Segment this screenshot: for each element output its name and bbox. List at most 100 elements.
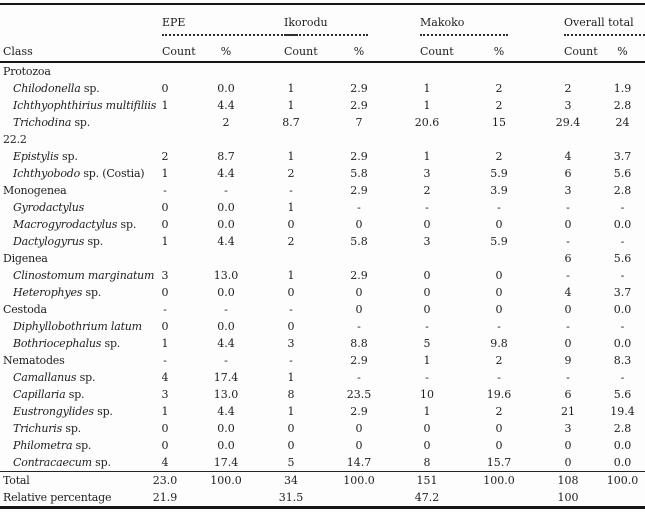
data-cell: [196, 62, 256, 80]
data-cell: 3.7: [613, 150, 632, 163]
data-cell: 2: [161, 150, 169, 163]
data-cell: 20.6: [414, 116, 440, 129]
data-cell: 0: [161, 201, 169, 214]
row-label-italic: Trichodina: [13, 116, 72, 129]
row-label-italic: Eustrongylides: [13, 405, 94, 418]
row-label-roman: 22.2: [3, 133, 27, 146]
data-cell: 21: [561, 405, 576, 418]
row-label-italic: Diphyllobothrium latum: [13, 320, 142, 333]
row-label: Ichthyobodo sp. (Costia): [0, 165, 145, 182]
dotted-line: [420, 34, 509, 36]
data-cell: [462, 131, 536, 148]
data-cell: -: [357, 320, 361, 333]
dotted-separator-row: [0, 29, 645, 41]
data-cell: -: [224, 303, 228, 316]
data-cell: 19.6: [486, 388, 512, 401]
data-cell: 8.8: [350, 337, 368, 350]
class-column-header: Class: [0, 41, 134, 63]
data-cell: 23.0: [134, 471, 196, 489]
data-cell: 3: [161, 269, 169, 282]
data-cell: [600, 131, 645, 148]
group-header-overall-total: Overall total: [564, 16, 634, 29]
data-cell: -: [620, 371, 625, 384]
table-row: Trichuris sp. 0 0.0 0 0 0 0 3 2.8: [0, 420, 645, 437]
data-cell: 0: [495, 286, 503, 299]
table-row: Dactylogyrus sp. 1 4.4 2 5.8 3 5.9 - -: [0, 233, 645, 250]
data-cell: 2.8: [613, 99, 632, 112]
data-cell: 0: [287, 422, 295, 435]
data-cell: 9.8: [490, 337, 508, 350]
row-label: Total: [0, 471, 134, 489]
data-cell: 1: [161, 167, 169, 180]
data-cell: 0: [495, 218, 503, 231]
parasite-table: EPE Ikorodu Makoko Overall total Class C…: [0, 3, 645, 509]
data-cell: 3: [161, 388, 169, 401]
data-cell: 0: [355, 218, 363, 231]
data-cell: 0: [161, 286, 169, 299]
table-row: Diphyllobothrium latum 0 0.0 0 - - - - -: [0, 318, 645, 335]
data-cell: 1: [161, 235, 169, 248]
location-header-row: EPE Ikorodu Makoko Overall total: [0, 4, 645, 29]
data-cell: 0: [495, 303, 503, 316]
data-cell: 17.4: [213, 371, 239, 384]
row-label-roman: sp.: [72, 439, 92, 452]
row-label-roman: sp.: [62, 422, 81, 435]
row-label-italic: Trichuris: [13, 422, 63, 435]
data-cell: 2.9: [350, 405, 368, 418]
row-label: Eustrongylides sp.: [0, 403, 134, 420]
row-label: Ichthyophthirius multifiliis: [0, 97, 156, 114]
data-cell: 0: [495, 422, 503, 435]
row-label: Macrogyrodactylus sp.: [0, 216, 136, 233]
data-cell: -: [425, 320, 429, 333]
data-cell: 21.9: [152, 491, 178, 504]
table-row: Total 23.0 100.0 34 100.0 151 100.0 108 100.0: [0, 471, 645, 489]
data-cell: 0: [564, 439, 572, 452]
data-cell: 2: [495, 150, 503, 163]
data-cell: [462, 489, 536, 508]
data-cell: 3: [423, 167, 431, 180]
data-cell: 4.4: [217, 99, 235, 112]
data-cell: -: [566, 371, 570, 384]
data-cell: 0.0: [217, 201, 235, 214]
row-label: Trichodina sp.: [0, 114, 134, 131]
data-cell: 5.6: [613, 167, 632, 180]
data-cell: [256, 131, 326, 148]
row-label: Diphyllobothrium latum: [0, 318, 142, 335]
data-cell: -: [566, 235, 570, 248]
data-cell: [196, 489, 256, 508]
data-cell: 34: [256, 471, 326, 489]
data-cell: [134, 250, 196, 267]
dotted-line: [284, 34, 368, 36]
data-cell: 5: [287, 456, 295, 469]
data-cell: [462, 250, 536, 267]
data-cell: 5.9: [490, 235, 508, 248]
row-label: Dactylogyrus sp.: [0, 233, 134, 250]
data-cell: 14.7: [346, 456, 372, 469]
count-column-header: Count: [256, 41, 326, 63]
data-cell: 100: [557, 491, 579, 504]
data-cell: 1: [287, 150, 295, 163]
data-cell: 0: [423, 218, 431, 231]
data-cell: [256, 250, 326, 267]
table-row: Camallanus sp. 4 17.4 1 - - - - -: [0, 369, 645, 386]
data-cell: -: [357, 371, 361, 384]
table-row: Chilodonella sp. 0 0.0 1 2.9 1 2 2 1.9: [0, 80, 645, 97]
data-cell: 3: [564, 99, 572, 112]
data-cell: 0: [161, 218, 169, 231]
data-cell: -: [566, 201, 570, 214]
data-cell: 100.0: [462, 471, 537, 489]
data-cell: -: [289, 184, 293, 197]
data-cell: 13.0: [213, 388, 239, 401]
table-row: Relative percentage 21.9 31.5 47.2 100: [0, 489, 645, 508]
data-cell: 0.0: [217, 422, 235, 435]
percent-column-header: %: [196, 41, 256, 63]
count-column-header: Count: [392, 41, 463, 63]
data-cell: -: [620, 269, 625, 282]
data-cell: 0: [355, 439, 363, 452]
data-cell: 0: [423, 286, 431, 299]
data-cell: 100.0: [196, 471, 256, 489]
data-cell: 5: [423, 337, 431, 350]
data-cell: -: [163, 303, 167, 316]
data-cell: 9: [564, 354, 572, 367]
